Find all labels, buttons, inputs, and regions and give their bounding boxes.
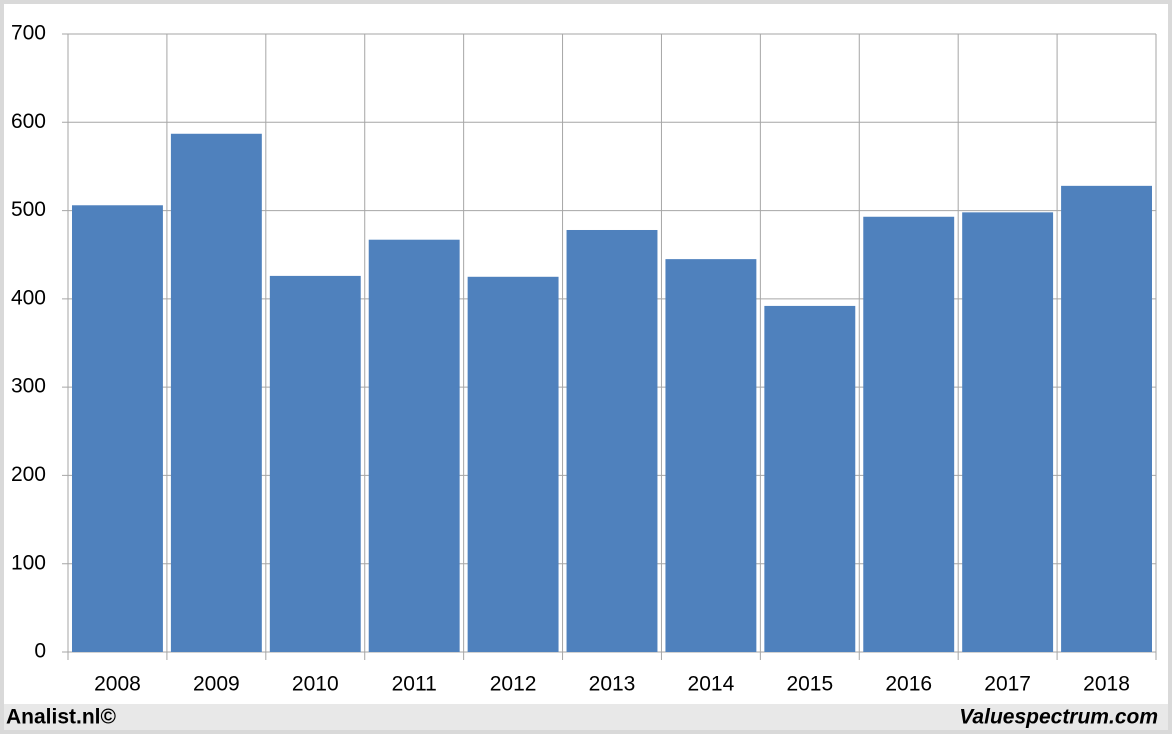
bar <box>170 133 262 652</box>
x-tick-label: 2012 <box>490 673 537 696</box>
x-tick-label: 2018 <box>1083 673 1130 696</box>
y-tick-label: 0 <box>34 640 46 663</box>
bar <box>269 275 361 652</box>
bar <box>72 205 163 652</box>
y-tick-label: 100 <box>11 551 46 574</box>
x-tick-label: 2013 <box>589 673 636 696</box>
footer-left: Analist.nl© <box>6 706 117 729</box>
bar <box>665 259 757 652</box>
bar <box>962 212 1054 652</box>
bar <box>764 305 856 652</box>
y-tick-label: 400 <box>11 286 46 309</box>
bar <box>1061 185 1152 652</box>
x-tick-label: 2015 <box>786 673 833 696</box>
x-tick-label: 2017 <box>984 673 1031 696</box>
y-tick-label: 700 <box>11 22 46 45</box>
y-tick-label: 600 <box>11 110 46 133</box>
bar <box>368 239 460 652</box>
y-tick-label: 500 <box>11 198 46 221</box>
x-tick-label: 2010 <box>292 673 339 696</box>
x-tick-label: 2008 <box>94 673 141 696</box>
footer-right: Valuespectrum.com <box>959 706 1158 729</box>
x-tick-label: 2009 <box>193 673 240 696</box>
bar <box>566 229 658 652</box>
footer-band <box>4 704 1168 730</box>
bar <box>863 216 955 652</box>
x-tick-label: 2011 <box>392 673 437 696</box>
x-tick-label: 2016 <box>885 673 932 696</box>
y-tick-label: 300 <box>11 375 46 398</box>
x-tick-label: 2014 <box>688 673 735 696</box>
y-tick-label: 200 <box>11 463 46 486</box>
bar <box>467 276 559 652</box>
